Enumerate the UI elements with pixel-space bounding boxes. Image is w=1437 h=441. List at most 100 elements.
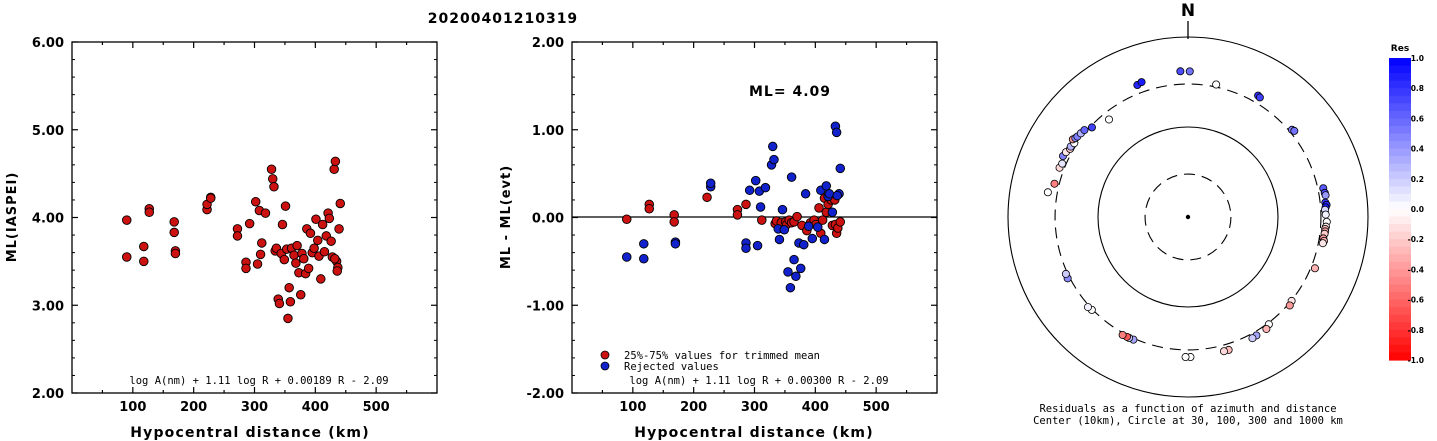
colorbar-tick-label: 0.4: [1411, 145, 1424, 154]
y-tick-label: -2.00: [527, 387, 564, 402]
data-point-rejected: [835, 163, 846, 174]
station-marker: [1285, 301, 1294, 310]
data-point: [334, 224, 344, 234]
data-point: [289, 250, 299, 260]
colorbar-swatch: [1389, 171, 1411, 180]
data-point-rejected: [750, 175, 761, 186]
station-marker: [1083, 303, 1092, 312]
colorbar-swatch: [1389, 186, 1411, 195]
data-point-rejected: [639, 253, 649, 264]
colorbar-swatch: [1389, 261, 1411, 270]
y-tick-label: 1.00: [532, 124, 564, 139]
data-point: [121, 252, 132, 262]
colorbar-swatch: [1389, 344, 1411, 354]
data-point: [622, 214, 632, 225]
colorbar-swatch: [1389, 352, 1411, 361]
data-point-rejected: [760, 182, 771, 193]
data-point: [332, 266, 342, 276]
colorbar-swatch: [1389, 141, 1411, 150]
colorbar-swatch: [1389, 216, 1411, 225]
colorbar-swatch: [1389, 103, 1411, 112]
ring-30km: [1144, 173, 1232, 261]
data-point-rejected: [777, 204, 788, 215]
data-point-rejected: [705, 178, 716, 189]
colorbar-swatch: [1389, 337, 1411, 346]
station-marker: [1118, 330, 1127, 339]
data-point-rejected: [786, 172, 797, 182]
station-marker: [1185, 67, 1194, 76]
x-tick-label: 500: [363, 400, 390, 415]
data-point-rejected: [824, 189, 835, 199]
data-point: [255, 249, 266, 260]
data-point: [266, 164, 277, 174]
station-marker: [1262, 324, 1271, 333]
legend-label-trimmed: 25%-75% values for trimmed mean: [624, 350, 820, 362]
data-point: [305, 228, 316, 239]
colorbar-swatch: [1389, 322, 1411, 331]
data-point: [285, 296, 296, 307]
station-marker: [1181, 353, 1190, 362]
data-point-rejected: [639, 239, 649, 249]
data-point: [121, 215, 132, 225]
formula-residual: log A(nm) + 1.11 log R + 0.00300 R - 2.0…: [629, 375, 888, 387]
colorbar-swatch: [1389, 201, 1411, 210]
data-point: [252, 259, 263, 269]
x-tick-label: 100: [619, 400, 646, 415]
panel-residual: -2.00 -1.00 0.00 1.00 2.00 100 200 300 400 500 M…: [499, 36, 938, 441]
data-point-rejected: [670, 239, 681, 249]
colorbar-swatch: [1389, 118, 1411, 127]
station-marker: [1212, 80, 1221, 89]
polar-caption-2: Center (10km), Circle at 30, 100, 300 an…: [1033, 415, 1343, 427]
colorbar-swatch: [1389, 125, 1411, 135]
data-point: [316, 274, 326, 284]
data-point-rejected: [769, 154, 779, 165]
station-marker: [1137, 78, 1146, 87]
station-marker: [1058, 159, 1067, 168]
y-tick-label: -1.00: [527, 299, 564, 314]
data-point: [814, 203, 824, 213]
colorbar-swatch: [1389, 73, 1411, 82]
data-point: [144, 207, 155, 217]
data-point: [792, 211, 802, 222]
station-marker: [1105, 115, 1114, 124]
colorbar-swatch: [1389, 88, 1411, 97]
data-point: [279, 254, 290, 265]
colorbar-swatch: [1389, 329, 1411, 338]
colorbar-tick-label: 0.8: [1411, 84, 1424, 93]
x-tick-label: 400: [302, 400, 329, 415]
ring-300km: [1054, 83, 1322, 351]
colorbar-swatch: [1389, 314, 1411, 323]
colorbar-swatch: [1389, 254, 1411, 263]
colorbar-tick-label: -0.6: [1408, 296, 1424, 305]
x-tick-label: 300: [241, 400, 268, 415]
data-point: [324, 213, 335, 224]
x-tick-label: 200: [680, 400, 707, 415]
data-point-rejected: [791, 271, 801, 282]
data-point: [309, 243, 319, 253]
data-point-rejected: [807, 233, 818, 244]
points-residual: [622, 121, 846, 293]
colorbar-swatch: [1389, 193, 1411, 203]
chart-title: 20200401210319: [428, 11, 578, 27]
data-point: [326, 236, 336, 246]
colorbar-swatch: [1389, 239, 1411, 248]
data-point: [170, 248, 181, 259]
x-tick-label: 100: [119, 400, 146, 415]
data-point: [205, 193, 216, 203]
y-tick-label: 2.00: [32, 387, 64, 402]
y-tick-label: 0.00: [532, 212, 564, 227]
data-point: [292, 240, 302, 251]
x-tick-label: 300: [741, 400, 768, 415]
data-point: [291, 258, 301, 268]
data-point: [232, 231, 243, 241]
colorbar-swatch: [1389, 284, 1411, 293]
ring-1000km: [1007, 36, 1369, 398]
y-ticks-residual: -2.00 -1.00 0.00 1.00 2.00: [527, 36, 937, 402]
data-point-rejected: [799, 239, 809, 250]
polar-caption-1: Residuals as a function of azimuth and d…: [1039, 403, 1336, 415]
station-marker: [1248, 334, 1257, 343]
station-marker: [1043, 188, 1052, 197]
data-point-rejected: [800, 189, 811, 199]
colorbar-swatch: [1389, 163, 1411, 172]
